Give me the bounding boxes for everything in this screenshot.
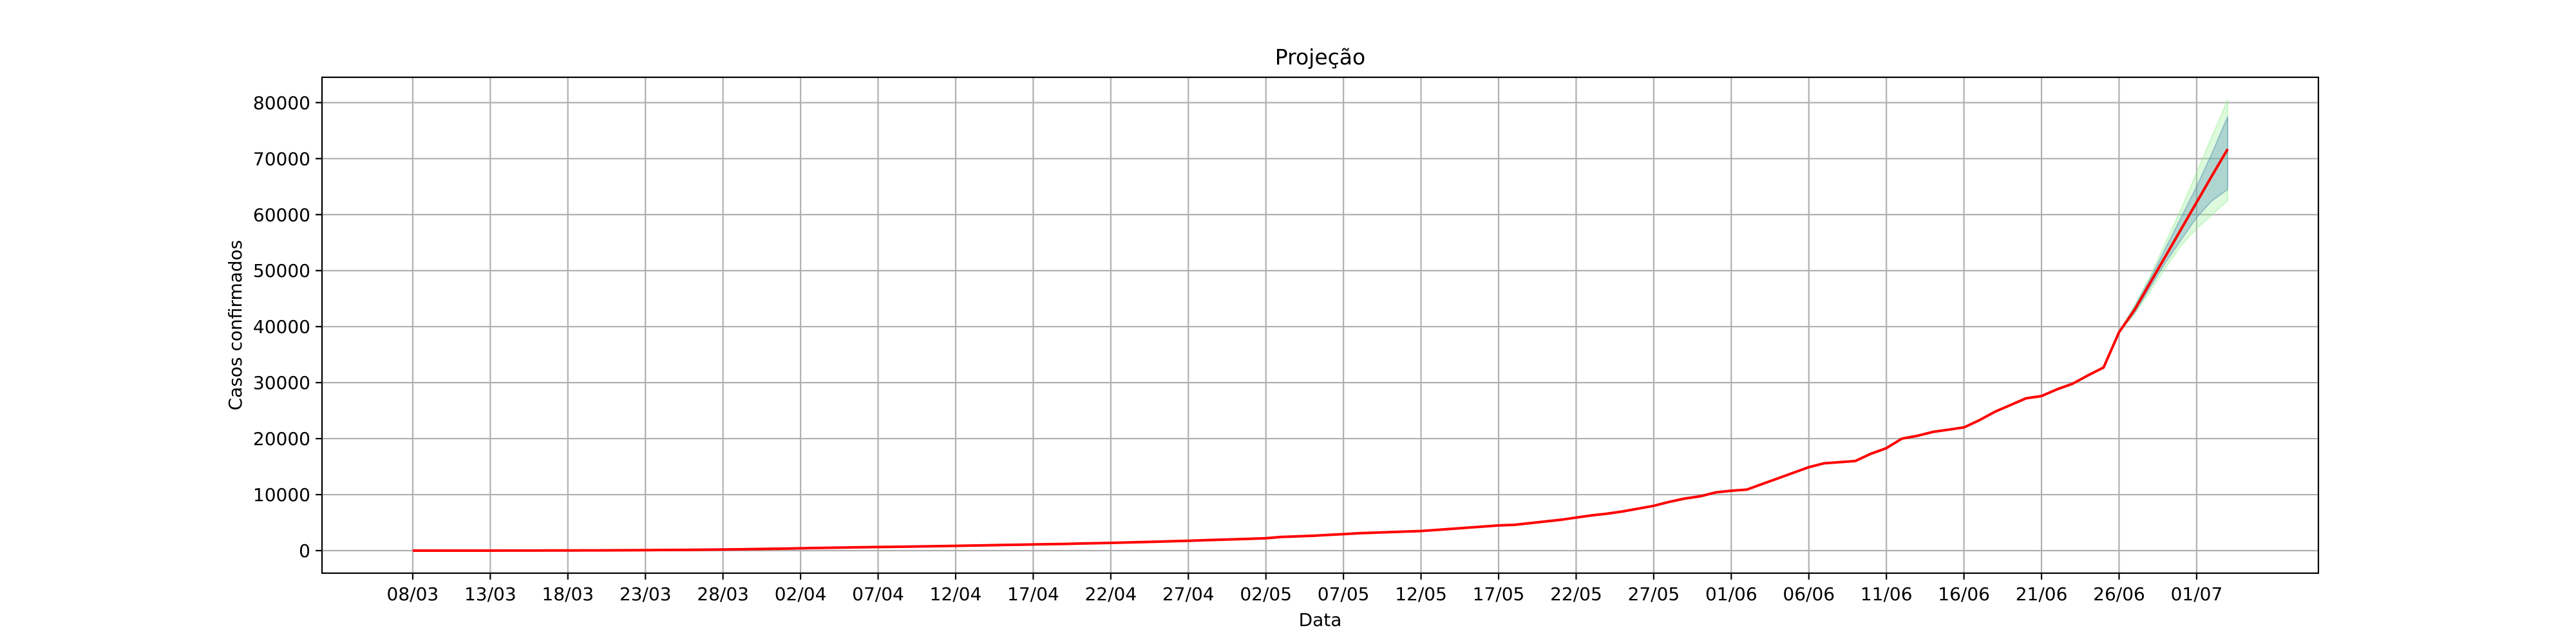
x-tick-label: 12/04: [930, 583, 982, 605]
x-tick-label: 22/04: [1084, 583, 1137, 605]
x-axis-label: Data: [1299, 609, 1342, 630]
x-tick-label: 22/05: [1550, 583, 1602, 605]
y-axis-label: Casos confirmados: [225, 240, 246, 411]
plot-frame: [321, 76, 2320, 574]
y-tick-label: 50000: [253, 260, 310, 281]
chart-title: Projeção: [1275, 44, 1365, 70]
x-tick-label: 26/06: [2093, 583, 2145, 605]
x-tick-label: 06/06: [1783, 583, 1835, 605]
y-tick-label: 0: [299, 540, 310, 562]
x-tick-label: 27/05: [1628, 583, 1680, 605]
y-tick-label: 10000: [253, 484, 310, 506]
x-tick-label: 02/04: [775, 583, 827, 605]
x-tick-label: 21/06: [2016, 583, 2068, 605]
y-tick-label: 60000: [253, 204, 310, 225]
x-tick-label: 18/03: [542, 583, 594, 605]
x-tick-label: 08/03: [387, 583, 439, 605]
y-tick-label: 70000: [253, 148, 310, 169]
x-tick-label: 02/05: [1240, 583, 1292, 605]
x-tick-label: 12/05: [1395, 583, 1447, 605]
confidence-band: [2118, 99, 2229, 333]
x-tick-label: 16/06: [1938, 583, 1990, 605]
x-tick-label: 17/04: [1007, 583, 1059, 605]
x-tick-label: 07/05: [1318, 583, 1370, 605]
line: [412, 148, 2229, 552]
x-tick-label: 17/05: [1473, 583, 1525, 605]
y-tick-label: 30000: [253, 372, 310, 393]
x-tick-label: 07/04: [852, 583, 904, 605]
x-tick-label: 01/06: [1705, 583, 1757, 605]
y-tick-label: 40000: [253, 316, 310, 337]
y-tick-label: 80000: [253, 92, 310, 113]
x-tick-label: 28/03: [697, 583, 749, 605]
x-tick-label: 23/03: [620, 583, 672, 605]
x-tick-label: 11/06: [1861, 583, 1913, 605]
x-tick-label: 27/04: [1162, 583, 1215, 605]
confidence-band: [2118, 116, 2229, 333]
y-tick-label: 20000: [253, 428, 310, 450]
x-tick-label: 01/07: [2171, 583, 2223, 605]
x-tick-label: 13/03: [464, 583, 516, 605]
